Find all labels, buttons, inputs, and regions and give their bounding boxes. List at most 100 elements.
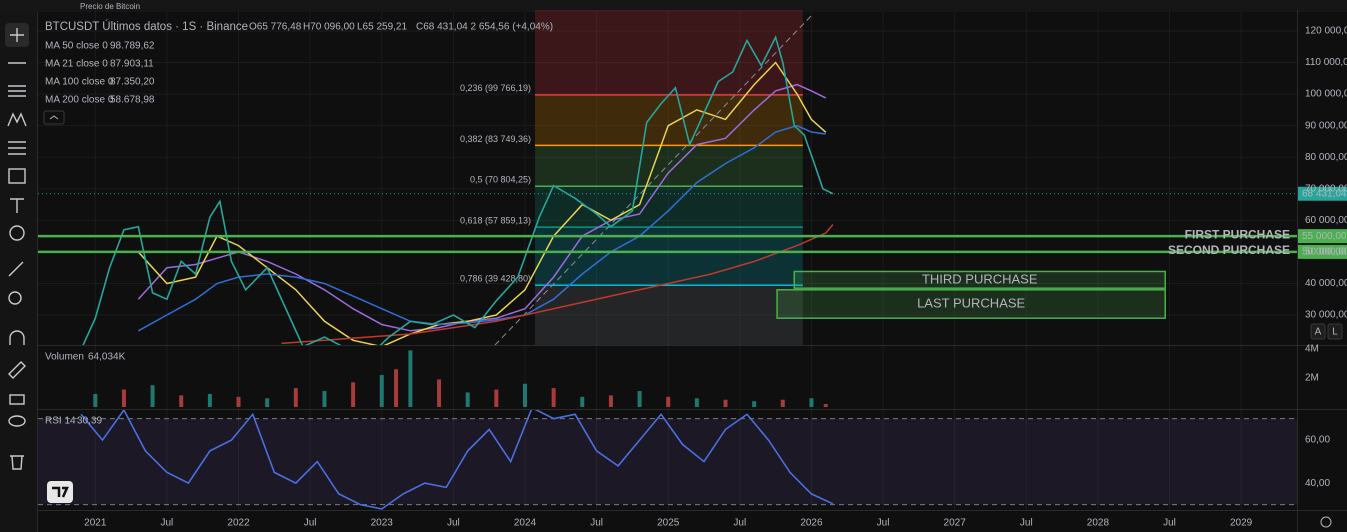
- fib-band: [535, 145, 803, 187]
- x-tick-label: 2029: [1230, 518, 1253, 529]
- volume-bar: [666, 396, 671, 407]
- visibility-tool[interactable]: [8, 415, 26, 427]
- volume-bar: [379, 375, 384, 407]
- ma-name: MA 100 close 0: [45, 77, 114, 88]
- purchase-zone: [793, 270, 1166, 289]
- price-line: [82, 35, 834, 345]
- shape-tool[interactable]: [8, 168, 26, 184]
- log-scale-icon[interactable]: L: [1332, 327, 1338, 338]
- volume-bar: [293, 388, 298, 407]
- purchase-zone: [776, 289, 1166, 319]
- price-line: [80, 410, 834, 510]
- settings-button[interactable]: [1320, 516, 1332, 528]
- x-tick-label: Jul: [590, 518, 603, 529]
- prediction-tool[interactable]: [8, 141, 26, 155]
- moving-average: [137, 124, 826, 332]
- magnet-tool[interactable]: [9, 330, 25, 345]
- fib-label: 0,382 (83 749,36): [460, 134, 531, 144]
- x-tick-label: Jul: [161, 518, 174, 529]
- x-tick-label: 2021: [84, 518, 107, 529]
- y-tick-label: 120 000,00: [1305, 26, 1347, 37]
- x-tick-label: Jul: [1163, 518, 1176, 529]
- volume-bar: [207, 393, 212, 407]
- text-tool[interactable]: [10, 198, 24, 213]
- fibonacci: 0,236 (99 766,19) 0,382 (83 749,36) 0,5 (7…: [460, 10, 803, 345]
- fib-band: [535, 94, 803, 146]
- ma-value: 87.903,11: [110, 59, 154, 70]
- zone-label: LAST PURCHASE: [917, 295, 1025, 310]
- rsi-lines: [80, 410, 834, 510]
- fib-label: 0,5 (70 804,25): [470, 175, 531, 185]
- ruler-tool[interactable]: [8, 261, 24, 277]
- volume-value: 64,034K: [88, 352, 126, 363]
- last-price-label: 68 431,04: [1302, 188, 1347, 199]
- y-tick-label: 100 000,00: [1305, 89, 1347, 100]
- logo-mark[interactable]: [52, 486, 69, 498]
- purchase-value: 55 000,00: [1302, 231, 1347, 242]
- volume-bar: [752, 401, 757, 407]
- volume-bar: [809, 398, 814, 407]
- volume-bar: [694, 398, 699, 407]
- purchase-value: 50 000,00: [1302, 247, 1347, 258]
- crosshair-icon[interactable]: [10, 28, 24, 42]
- log-scale-button[interactable]: [1327, 323, 1343, 340]
- y-tick-label: 80 000,00: [1305, 152, 1347, 163]
- volume-bar: [179, 395, 184, 407]
- x-tick-label: 2026: [800, 518, 823, 529]
- volume-bar: [780, 399, 785, 407]
- purchase-label: FIRST PURCHASE: [1185, 227, 1290, 241]
- volume-bar: [823, 404, 828, 407]
- auto-scale-icon[interactable]: A: [1315, 327, 1322, 338]
- volume-bar: [322, 391, 327, 407]
- y-tick-label: 30 000,00: [1305, 310, 1347, 321]
- left-toolbar: [0, 12, 37, 532]
- collapse-icon[interactable]: [49, 115, 59, 120]
- purchase-tag: [1298, 229, 1347, 244]
- volume-bar: [121, 389, 126, 407]
- volume-bar: [351, 382, 356, 407]
- fib-label: 0,618 (57 859,13): [460, 215, 531, 225]
- axes: 2021 Jul 2022 Jul 2023 Jul 2024 Jul 2025 Jul 2026 J…: [84, 26, 1347, 529]
- y-tick-label: 70 000,00: [1305, 183, 1347, 194]
- volume-bar: [637, 391, 642, 407]
- volume-bar: [93, 393, 98, 407]
- last-price-tag: [1298, 186, 1347, 201]
- ohlc-low: L65 259,21: [357, 22, 407, 33]
- fib-tool[interactable]: [8, 85, 26, 97]
- volume-bar: [494, 389, 499, 407]
- volume-bar: [394, 369, 399, 407]
- volume-bar: [465, 392, 470, 407]
- x-tick-label: 2023: [371, 518, 394, 529]
- x-tick-label: 2024: [514, 518, 537, 529]
- x-tick-label: Jul: [877, 518, 890, 529]
- ma-name: MA 50 close 0: [45, 41, 108, 52]
- lock-tool[interactable]: [9, 394, 25, 405]
- zoom-tool[interactable]: [8, 291, 22, 305]
- purchase-tag: [1298, 244, 1347, 259]
- volume-tick-label: 2M: [1305, 373, 1319, 384]
- volume-tick-label: 4M: [1305, 344, 1319, 355]
- emoji-tool[interactable]: [9, 225, 25, 241]
- collapse-legend[interactable]: [43, 110, 65, 125]
- trash-tool[interactable]: [10, 455, 24, 470]
- x-tick-label: Jul: [447, 518, 460, 529]
- fib-band: [535, 285, 803, 345]
- x-tick-label: Jul: [733, 518, 746, 529]
- volume-bar: [551, 388, 556, 407]
- zone-label: THIRD PURCHASE: [922, 271, 1038, 286]
- x-tick-label: Jul: [304, 518, 317, 529]
- volume-bar: [522, 383, 527, 407]
- y-tick-label: 40 000,00: [1305, 278, 1347, 289]
- tool-icons: [5, 23, 29, 470]
- page-title: Precio de Bitcoin: [80, 2, 140, 11]
- fib-label: 0,236 (99 766,19): [460, 83, 531, 93]
- x-tick-label: 2028: [1087, 518, 1110, 529]
- auto-scale-button[interactable]: [1310, 323, 1326, 340]
- x-tick-label: 2022: [227, 518, 250, 529]
- volume-title: Volumen: [45, 352, 84, 363]
- moving-average: [137, 83, 827, 332]
- draw-mode-tool[interactable]: [8, 361, 26, 379]
- rsi-tick-label: 60,00: [1305, 435, 1330, 446]
- pattern-tool[interactable]: [7, 112, 27, 127]
